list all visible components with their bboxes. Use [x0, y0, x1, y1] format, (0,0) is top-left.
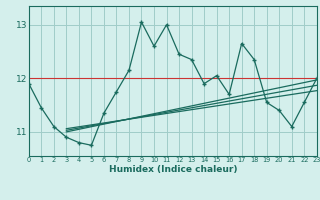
- X-axis label: Humidex (Indice chaleur): Humidex (Indice chaleur): [108, 165, 237, 174]
